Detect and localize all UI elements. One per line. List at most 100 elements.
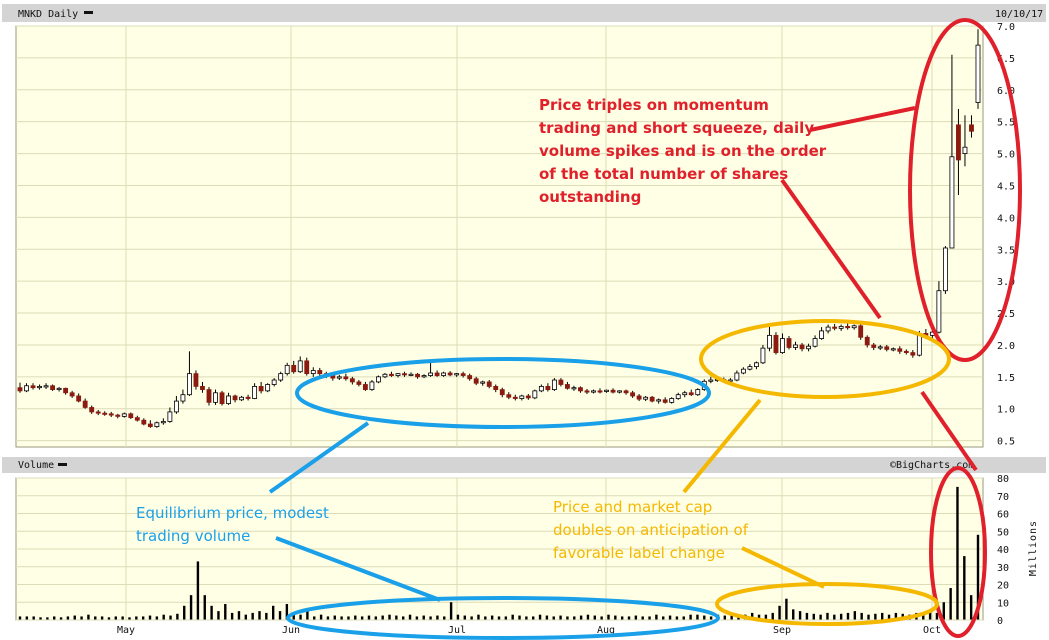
candle	[187, 351, 192, 396]
volume-bar	[620, 616, 624, 620]
candle-body	[232, 395, 238, 401]
volume-bar	[723, 615, 727, 620]
candle	[838, 324, 844, 331]
candle-body	[362, 384, 368, 390]
volume-bar	[59, 617, 63, 620]
candle-body	[454, 373, 460, 376]
yellow-pointer-to-volume	[741, 546, 825, 589]
candle	[545, 383, 551, 392]
volume-y-tick-label: 0	[997, 616, 1003, 627]
candle-body	[356, 381, 362, 385]
candle	[969, 115, 974, 138]
candle	[656, 398, 662, 404]
candle-body	[512, 396, 518, 399]
volume-bar	[196, 561, 200, 620]
price-y-tick-label: 2.0	[997, 341, 1015, 352]
volume-bar	[183, 605, 186, 620]
candle-body	[252, 386, 258, 399]
candle	[173, 395, 179, 414]
candle	[623, 389, 629, 395]
candle	[362, 381, 368, 391]
candle	[675, 392, 681, 400]
candle	[121, 412, 127, 418]
candle	[369, 380, 375, 391]
candle	[219, 390, 225, 406]
blue-ellipse-volume	[286, 596, 720, 640]
volume-bar	[538, 614, 542, 620]
volume-bar	[449, 602, 453, 620]
candle-body	[206, 389, 212, 403]
candle-body	[69, 392, 75, 397]
candle-body	[656, 399, 662, 402]
candle-body	[780, 338, 785, 353]
volume-bar	[162, 614, 165, 620]
volume-bar	[128, 617, 131, 620]
volume-bar	[545, 615, 549, 620]
candle	[317, 367, 323, 376]
volume-bar	[607, 614, 610, 620]
candle	[102, 411, 108, 416]
volume-bar	[532, 616, 535, 620]
volume-bar	[169, 615, 172, 620]
candle-body	[447, 372, 453, 376]
candle-body	[806, 345, 811, 350]
price-header-date: 10/10/17	[995, 9, 1043, 20]
candle	[864, 335, 870, 348]
candle	[258, 381, 264, 394]
candle-body	[630, 392, 636, 397]
candle	[793, 341, 798, 351]
volume-bar	[668, 615, 672, 620]
volume-bar	[956, 486, 959, 620]
volume-bar	[230, 612, 234, 620]
candle-body	[382, 373, 388, 378]
volume-bar	[470, 616, 473, 620]
candle-body	[506, 394, 512, 398]
candle-body	[473, 378, 479, 384]
candle-body	[695, 389, 701, 396]
candle	[538, 384, 544, 393]
price-y-tick-label: 1.5	[997, 373, 1015, 384]
candle-body	[675, 394, 681, 399]
candle	[278, 371, 284, 382]
candle-body	[747, 366, 753, 370]
candle-body	[291, 364, 297, 373]
price-header-bar	[2, 4, 1046, 22]
candle-body	[147, 423, 153, 427]
volume-bar	[395, 615, 398, 620]
volume-bar	[25, 616, 29, 620]
price-y-tick-label: 4.0	[997, 213, 1015, 224]
candle-body	[662, 399, 668, 403]
candle	[428, 362, 433, 377]
volume-bar	[566, 616, 569, 620]
volume-bar	[887, 614, 891, 620]
annotation-momentum-line-1: Price triples on momentum	[539, 96, 769, 114]
candle	[134, 415, 140, 422]
volume-bar	[306, 609, 309, 620]
candle-body	[617, 390, 622, 393]
candle-body	[141, 419, 147, 425]
volume-bar	[798, 611, 802, 620]
volume-bar	[217, 611, 220, 620]
candle	[617, 390, 622, 394]
candle-body	[402, 373, 407, 376]
volume-bar	[402, 616, 405, 620]
candle	[17, 382, 23, 393]
candle-body	[942, 247, 948, 292]
x-tick-label: Oct	[923, 625, 941, 636]
annotation-equilibrium-line-2: trading volume	[136, 527, 250, 545]
candle	[760, 344, 766, 365]
volume-bar	[189, 595, 193, 620]
candle	[636, 394, 642, 402]
candle-body	[578, 387, 583, 392]
volume-bar	[265, 612, 268, 620]
candle	[193, 370, 199, 390]
candle	[310, 367, 316, 377]
volume-bar	[456, 614, 460, 620]
volume-bar	[942, 602, 945, 620]
volume-bar	[360, 616, 364, 620]
price-y-tick-label: 7.0	[997, 22, 1015, 33]
volume-y-tick-label: 50	[997, 527, 1009, 538]
candle-body	[428, 372, 433, 376]
candle	[245, 394, 251, 401]
candle	[956, 108, 961, 196]
